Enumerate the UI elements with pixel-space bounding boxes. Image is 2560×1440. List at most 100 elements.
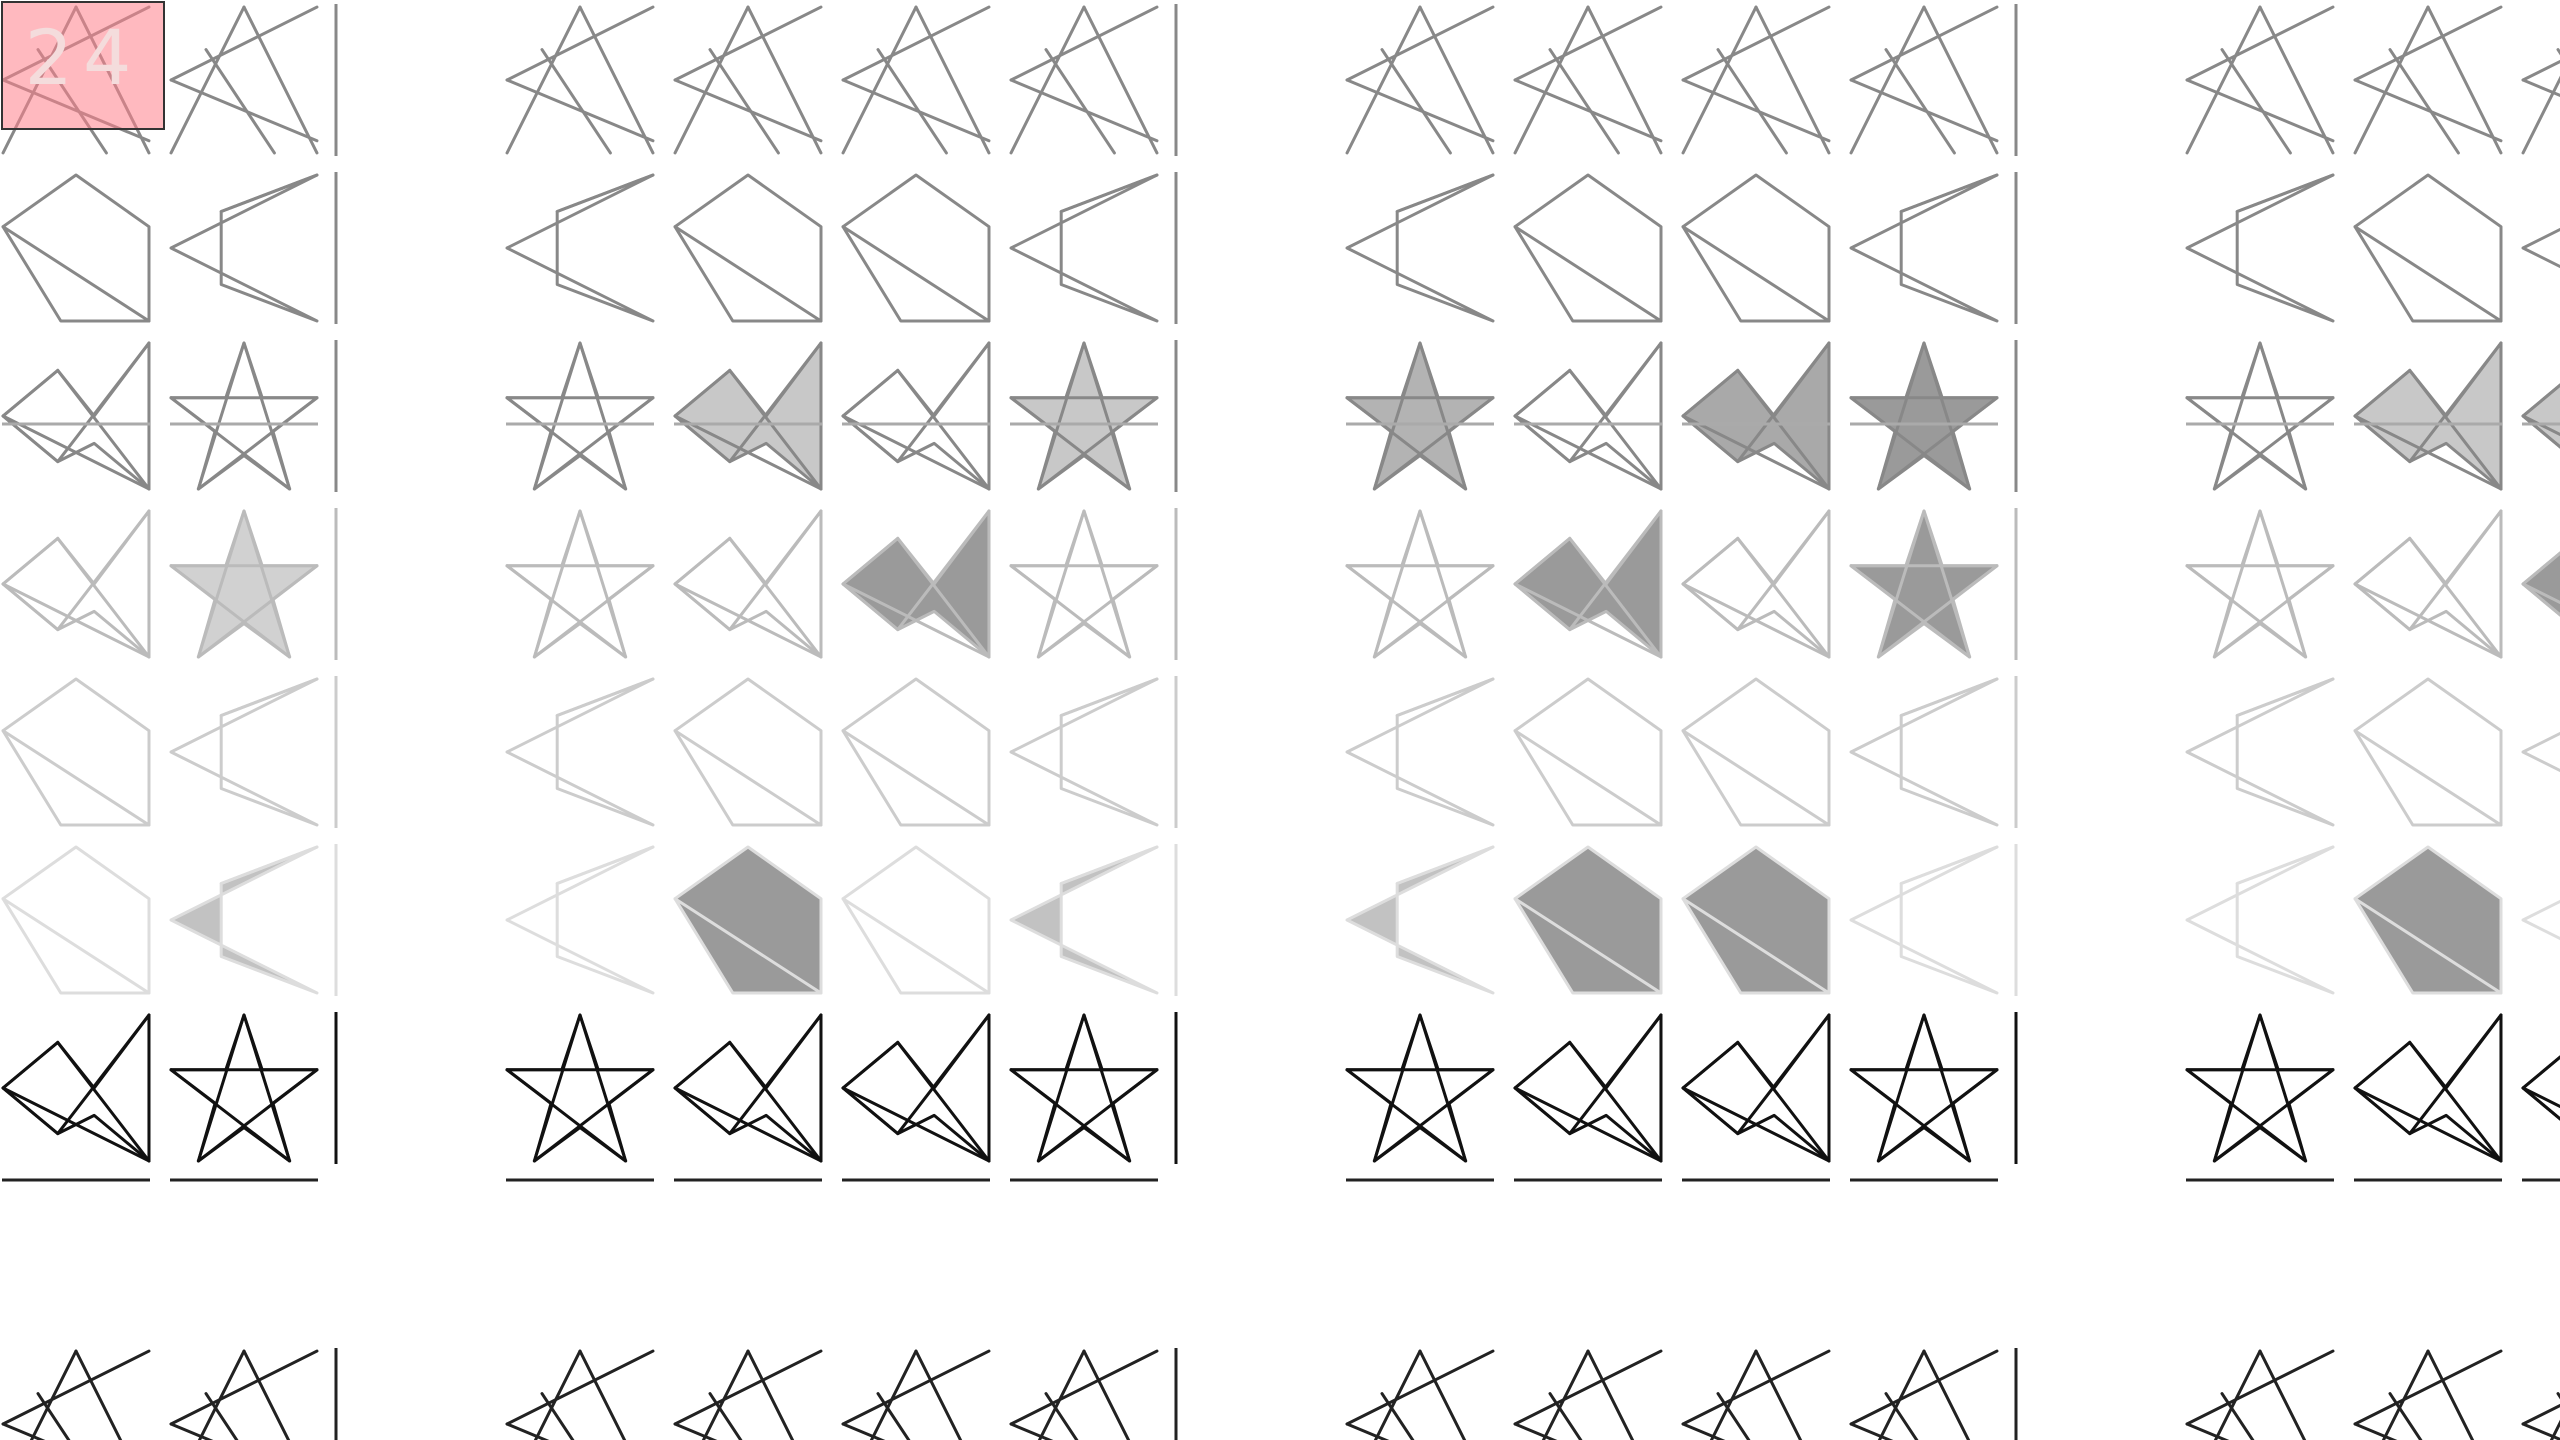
zigzag-cell[interactable] [2521, 1351, 2560, 1440]
star-cell[interactable] [2185, 1013, 2335, 1163]
star-cell[interactable] [1849, 509, 1999, 659]
star-cell[interactable] [1009, 509, 1159, 659]
bowtie-cell[interactable] [1, 509, 151, 659]
bowtie-cell[interactable] [1681, 1013, 1831, 1163]
bowtie-cell[interactable] [841, 341, 991, 491]
arrow-cell[interactable] [505, 173, 655, 323]
bowtie-cell[interactable] [673, 341, 823, 491]
zigzag-cell[interactable] [841, 1349, 991, 1440]
bowtie-cell[interactable] [1513, 509, 1663, 659]
arrow-cell[interactable] [505, 845, 655, 995]
arrow-cell[interactable] [2185, 677, 2335, 827]
zigzag-cell[interactable] [841, 5, 991, 155]
zigzag-cell[interactable] [505, 1349, 655, 1440]
bowtie-cell[interactable] [2521, 511, 2560, 657]
arrow-cell[interactable] [169, 845, 319, 995]
zigzag-cell[interactable] [1849, 5, 1999, 155]
arrow-cell[interactable] [2521, 175, 2560, 321]
zigzag-cell[interactable] [1345, 1349, 1495, 1440]
arrow-cell[interactable] [2185, 845, 2335, 995]
pentagon-cell[interactable] [1513, 845, 1663, 995]
bowtie-cell[interactable] [841, 1013, 991, 1163]
zigzag-cell[interactable] [1, 1349, 151, 1440]
pentagon-cell[interactable] [1, 845, 151, 995]
star-cell[interactable] [169, 509, 319, 659]
zigzag-cell[interactable] [1009, 5, 1159, 155]
bowtie-cell[interactable] [2353, 509, 2503, 659]
zigzag-cell[interactable] [2521, 7, 2560, 155]
arrow-cell[interactable] [1849, 677, 1999, 827]
zigzag-cell[interactable] [2185, 5, 2335, 155]
star-cell[interactable] [2185, 341, 2335, 491]
star-cell[interactable] [1345, 509, 1495, 659]
arrow-cell[interactable] [1009, 173, 1159, 323]
star-cell[interactable] [2185, 509, 2335, 659]
arrow-cell[interactable] [1345, 845, 1495, 995]
star-cell[interactable] [169, 341, 319, 491]
star-cell[interactable] [1849, 1013, 1999, 1163]
bowtie-cell[interactable] [841, 509, 991, 659]
zigzag-cell[interactable] [1009, 1349, 1159, 1440]
zigzag-cell[interactable] [1681, 5, 1831, 155]
pentagon-cell[interactable] [1681, 845, 1831, 995]
arrow-cell[interactable] [2521, 679, 2560, 825]
arrow-cell[interactable] [1849, 173, 1999, 323]
star-cell[interactable] [1009, 341, 1159, 491]
pentagon-cell[interactable] [1681, 173, 1831, 323]
pentagon-cell[interactable] [1681, 677, 1831, 827]
arrow-cell[interactable] [1849, 845, 1999, 995]
pentagon-cell[interactable] [841, 845, 991, 995]
pentagon-cell[interactable] [673, 173, 823, 323]
bowtie-cell[interactable] [2521, 1015, 2560, 1161]
bowtie-cell[interactable] [2353, 1013, 2503, 1163]
pentagon-cell[interactable] [1, 173, 151, 323]
bowtie-cell[interactable] [1681, 509, 1831, 659]
zigzag-cell[interactable] [673, 1349, 823, 1440]
pentagon-cell[interactable] [841, 677, 991, 827]
arrow-cell[interactable] [2185, 173, 2335, 323]
star-cell[interactable] [1345, 341, 1495, 491]
bowtie-cell[interactable] [673, 509, 823, 659]
arrow-cell[interactable] [1009, 845, 1159, 995]
pentagon-cell[interactable] [2353, 845, 2503, 995]
arrow-cell[interactable] [505, 677, 655, 827]
bowtie-cell[interactable] [673, 1013, 823, 1163]
arrow-cell[interactable] [1345, 173, 1495, 323]
bowtie-cell[interactable] [1, 341, 151, 491]
star-cell[interactable] [505, 1013, 655, 1163]
zigzag-cell[interactable] [2353, 5, 2503, 155]
star-cell[interactable] [505, 341, 655, 491]
arrow-cell[interactable] [169, 677, 319, 827]
zigzag-cell[interactable] [1345, 5, 1495, 155]
arrow-cell[interactable] [169, 173, 319, 323]
zigzag-cell[interactable] [1513, 1349, 1663, 1440]
star-cell[interactable] [1345, 1013, 1495, 1163]
bowtie-cell[interactable] [1513, 341, 1663, 491]
pentagon-cell[interactable] [2353, 677, 2503, 827]
pentagon-cell[interactable] [2353, 173, 2503, 323]
bowtie-cell[interactable] [1681, 341, 1831, 491]
zigzag-cell[interactable] [1849, 1349, 1999, 1440]
zigzag-cell[interactable] [2353, 1349, 2503, 1440]
pentagon-cell[interactable] [673, 845, 823, 995]
bowtie-cell[interactable] [2353, 341, 2503, 491]
arrow-cell[interactable] [2521, 847, 2560, 993]
arrow-cell[interactable] [1345, 677, 1495, 827]
bowtie-cell[interactable] [1513, 1013, 1663, 1163]
pentagon-cell[interactable] [1513, 677, 1663, 827]
zigzag-cell[interactable] [169, 5, 319, 155]
bowtie-cell[interactable] [1, 1013, 151, 1163]
pentagon-cell[interactable] [1, 677, 151, 827]
bowtie-cell[interactable] [2521, 343, 2560, 489]
star-cell[interactable] [505, 509, 655, 659]
pentagon-cell[interactable] [673, 677, 823, 827]
zigzag-cell[interactable] [1681, 1349, 1831, 1440]
zigzag-cell[interactable] [2185, 1349, 2335, 1440]
star-cell[interactable] [1009, 1013, 1159, 1163]
zigzag-cell[interactable] [673, 5, 823, 155]
pentagon-cell[interactable] [841, 173, 991, 323]
arrow-cell[interactable] [1009, 677, 1159, 827]
star-cell[interactable] [1849, 341, 1999, 491]
pentagon-cell[interactable] [1513, 173, 1663, 323]
zigzag-cell[interactable] [1513, 5, 1663, 155]
